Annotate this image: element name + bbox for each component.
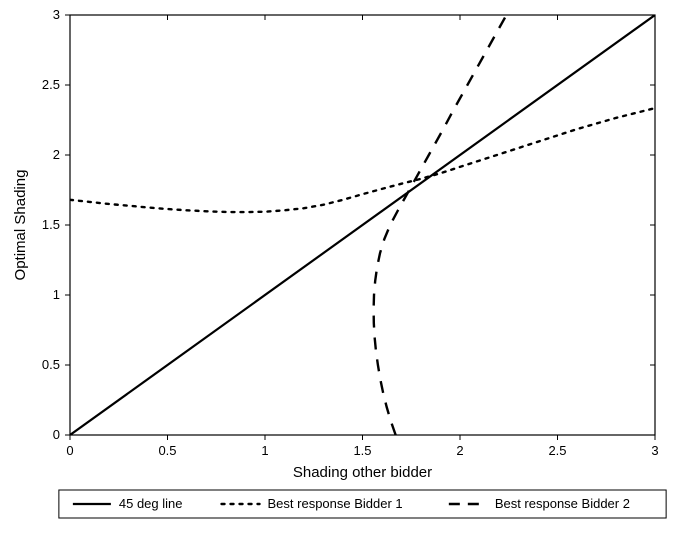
series-line [70,15,655,435]
x-tick-label: 3 [651,443,658,458]
x-tick-label: 2.5 [548,443,566,458]
x-tick-label: 1 [261,443,268,458]
y-axis-label: Optimal Shading [12,170,29,281]
y-tick-label: 1 [53,287,60,302]
y-tick-label: 1.5 [42,217,60,232]
x-tick-label: 1.5 [353,443,371,458]
series-line [70,108,655,212]
chart-container: 0 0.5 1 1.5 2 2.5 3 0 0.5 1 1.5 2 2.5 3 Shading other … [0,0,685,537]
legend-label: Best response Bidder 1 [268,496,403,511]
series-group [70,15,655,435]
chart-svg: 0 0.5 1 1.5 2 2.5 3 0 0.5 1 1.5 2 2.5 3 Shading other … [0,0,685,537]
y-tick-label: 0.5 [42,357,60,372]
series-line [374,15,507,435]
x-axis-label: Shading other bidder [293,464,432,481]
y-tick-label: 2.5 [42,77,60,92]
y-tick-label: 3 [53,7,60,22]
x-tick-label: 0.5 [158,443,176,458]
legend-label: 45 deg line [119,496,183,511]
x-tick-label: 0 [66,443,73,458]
legend-label: Best response Bidder 2 [495,496,630,511]
x-tick-label: 2 [456,443,463,458]
y-tick-label: 0 [53,427,60,442]
y-tick-label: 2 [53,147,60,162]
